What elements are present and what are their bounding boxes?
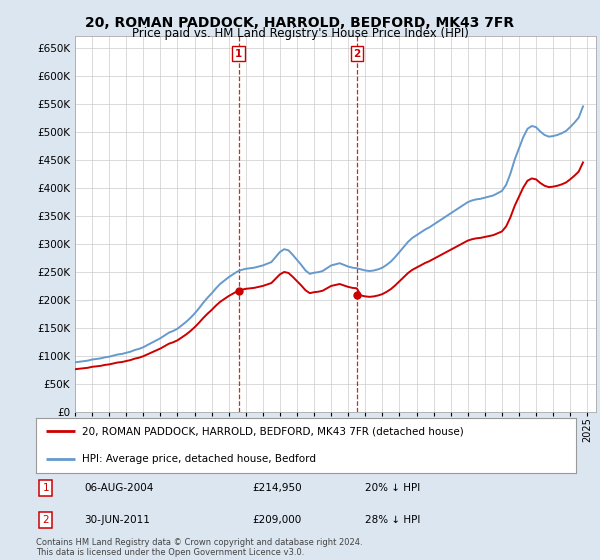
Text: 2: 2 — [353, 49, 361, 59]
Text: 1: 1 — [235, 49, 242, 59]
Text: 1: 1 — [43, 483, 49, 493]
Text: Contains HM Land Registry data © Crown copyright and database right 2024.
This d: Contains HM Land Registry data © Crown c… — [36, 538, 362, 557]
Text: £209,000: £209,000 — [252, 515, 301, 525]
Text: 20, ROMAN PADDOCK, HARROLD, BEDFORD, MK43 7FR: 20, ROMAN PADDOCK, HARROLD, BEDFORD, MK4… — [85, 16, 515, 30]
Text: 28% ↓ HPI: 28% ↓ HPI — [365, 515, 421, 525]
Text: HPI: Average price, detached house, Bedford: HPI: Average price, detached house, Bedf… — [82, 454, 316, 464]
Text: Price paid vs. HM Land Registry's House Price Index (HPI): Price paid vs. HM Land Registry's House … — [131, 27, 469, 40]
Text: 20, ROMAN PADDOCK, HARROLD, BEDFORD, MK43 7FR (detached house): 20, ROMAN PADDOCK, HARROLD, BEDFORD, MK4… — [82, 427, 464, 436]
Text: £214,950: £214,950 — [252, 483, 302, 493]
Text: 06-AUG-2004: 06-AUG-2004 — [85, 483, 154, 493]
Text: 30-JUN-2011: 30-JUN-2011 — [85, 515, 151, 525]
Text: 2: 2 — [43, 515, 49, 525]
Text: 20% ↓ HPI: 20% ↓ HPI — [365, 483, 421, 493]
